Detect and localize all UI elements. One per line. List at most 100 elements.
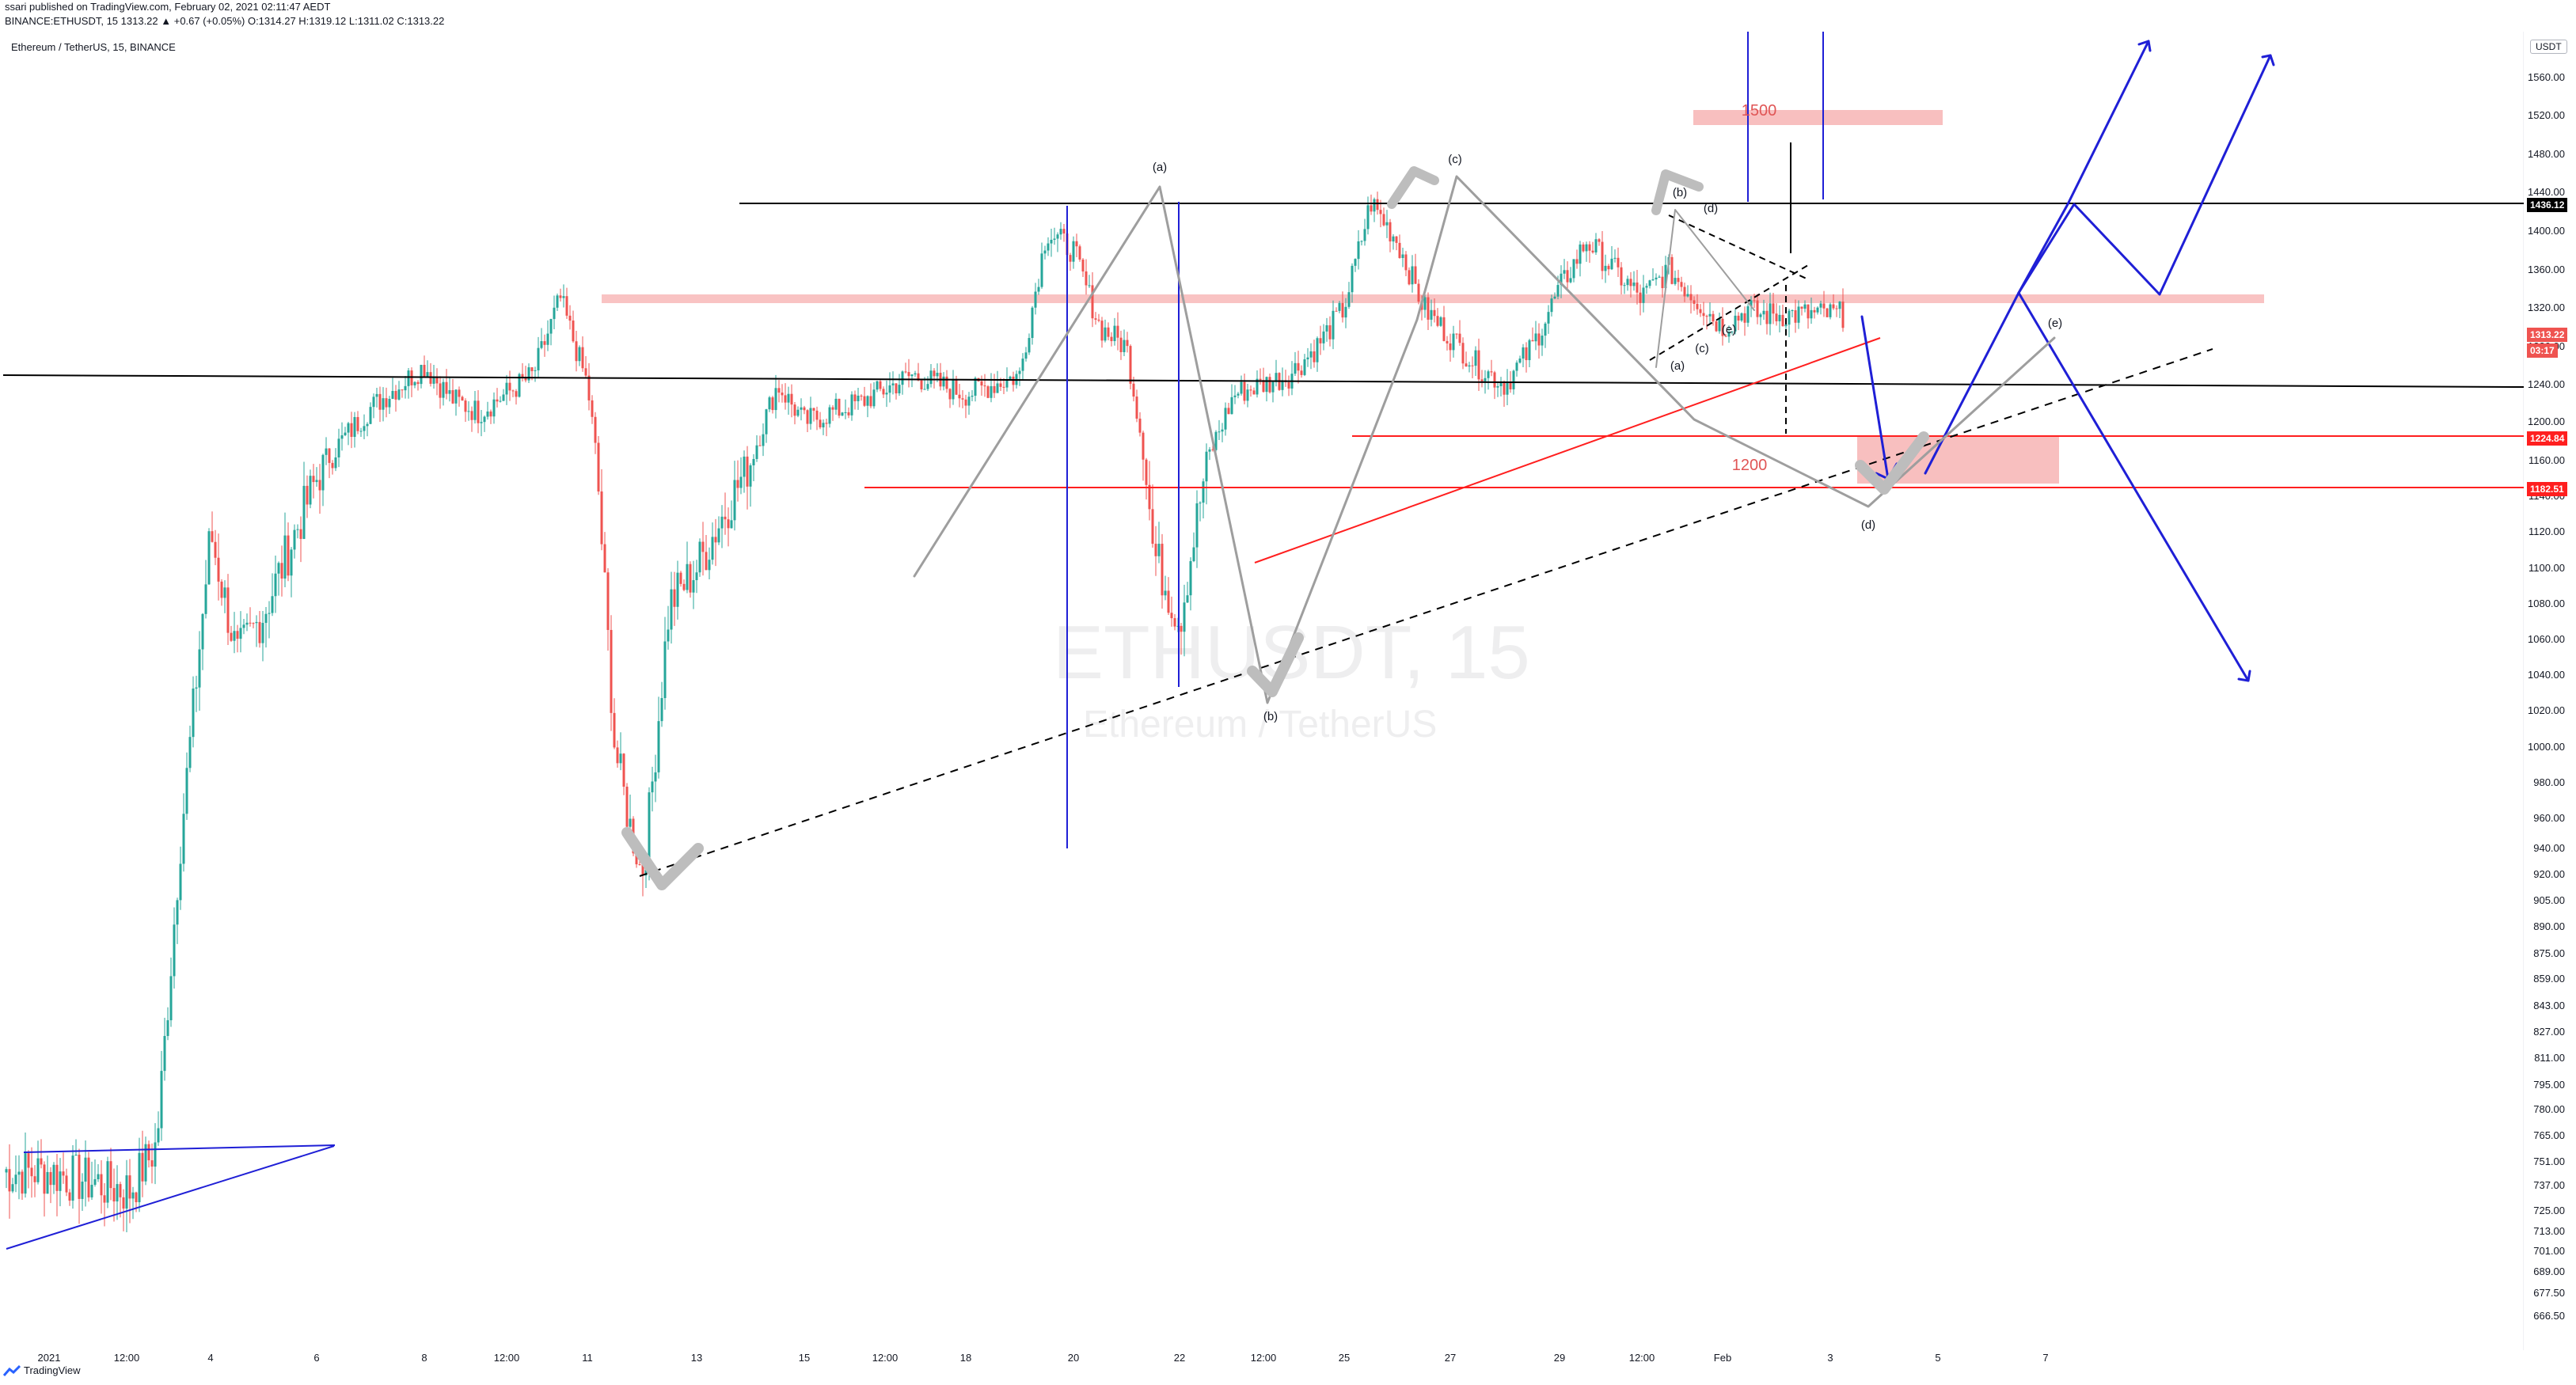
candle-body <box>822 423 825 427</box>
candle-body <box>1221 429 1224 432</box>
time-axis[interactable]: 2021 12:00 4 6 8 12:00 11 13 15 12:00 18 20 22 12:00 2… <box>0 1350 2525 1366</box>
candle-body <box>198 649 201 688</box>
candle-body <box>217 557 220 582</box>
candle-body <box>1655 277 1658 279</box>
price-chart[interactable]: (a) (b) (c) (d) (e) (b) (d) (c) (e) (a) 1500 1200 <box>3 32 2524 1350</box>
candle-body <box>220 581 223 598</box>
candle-body <box>112 1188 116 1202</box>
candle-body <box>1316 338 1319 362</box>
candle-body <box>942 376 945 387</box>
candle-body <box>1534 333 1537 342</box>
candle-body <box>1366 205 1370 230</box>
candle-body <box>866 396 869 406</box>
candle-body <box>755 445 758 459</box>
candle-body <box>524 378 527 381</box>
price-tick: 1080.00 <box>2528 598 2565 609</box>
wave-label: (a) <box>1153 161 1167 174</box>
candle-body <box>1452 333 1455 351</box>
candle-body <box>1721 318 1724 336</box>
candle-body <box>306 485 309 505</box>
candle-body <box>1838 302 1841 309</box>
candle-body <box>1778 314 1781 321</box>
candle-body <box>1737 315 1740 321</box>
candle-body <box>1081 259 1085 271</box>
candle-body <box>375 393 378 397</box>
candle-body <box>388 398 391 408</box>
price-tick: 920.00 <box>2533 868 2565 880</box>
candle-body <box>1040 253 1043 287</box>
candle-body <box>771 397 774 411</box>
candle-body <box>907 372 910 377</box>
candle-body <box>1205 451 1208 482</box>
wave-label: (b) <box>1263 710 1278 723</box>
candle-body <box>1354 259 1357 266</box>
candle-body <box>1018 370 1021 374</box>
candle-body <box>1515 362 1518 371</box>
candle-body <box>1807 304 1810 319</box>
candle-body <box>258 621 261 643</box>
candle-body <box>1417 283 1420 302</box>
candle-body <box>14 1174 17 1185</box>
candle-body <box>1455 333 1458 335</box>
candle-body <box>125 1175 128 1209</box>
price-tick: 980.00 <box>2533 776 2565 788</box>
candle-body <box>606 572 610 630</box>
candle-body <box>812 408 815 411</box>
candle-body <box>68 1192 71 1201</box>
candle-body <box>714 537 717 543</box>
candle-body <box>1458 333 1461 343</box>
wave-label: (c) <box>1695 342 1709 355</box>
candle-body <box>1433 309 1436 317</box>
candle-body <box>1477 350 1480 380</box>
candle-body <box>344 432 347 435</box>
candle-body <box>1053 238 1056 241</box>
candle-body <box>1392 236 1395 242</box>
candle-body <box>1772 303 1775 314</box>
candle-body <box>689 563 692 593</box>
candle-body <box>838 398 841 416</box>
candle-body <box>204 584 207 614</box>
candle-body <box>1107 327 1110 337</box>
currency-button[interactable]: USDT <box>2530 40 2567 54</box>
candle-body <box>207 531 211 585</box>
time-tick: 20 <box>1067 1352 1080 1364</box>
candle-body <box>1689 294 1693 301</box>
candle-body <box>983 385 986 387</box>
candle-body <box>575 341 578 362</box>
price-axis[interactable]: 1560.00 1520.00 1480.00 1440.00 1400.00 1360.… <box>2524 32 2576 1361</box>
candle-body <box>1626 279 1629 286</box>
candle-body <box>974 378 977 397</box>
candle-body <box>1727 332 1731 337</box>
candle-body <box>458 389 461 397</box>
candle-body <box>496 399 499 402</box>
candle-body <box>1718 318 1721 332</box>
candle-body <box>1262 380 1265 393</box>
candle-body <box>283 535 287 579</box>
early-wedge-lower <box>6 1145 335 1250</box>
candle-body <box>1677 278 1680 283</box>
candle-body <box>188 737 192 768</box>
candle-body <box>952 379 955 400</box>
candle-body <box>340 434 344 439</box>
candle-body <box>572 321 575 342</box>
candle-body <box>1351 265 1354 293</box>
candle-body <box>448 389 451 394</box>
candle-body <box>1484 378 1487 381</box>
candle-body <box>1142 432 1145 460</box>
candle-body <box>613 712 616 748</box>
candle-body <box>625 786 629 827</box>
candle-body <box>895 383 898 393</box>
candle-body <box>515 391 518 397</box>
candle-body <box>920 380 923 389</box>
candle-body <box>1427 297 1430 320</box>
candle-body <box>790 393 793 405</box>
candle-body <box>1202 481 1205 503</box>
candle-body <box>1756 300 1759 317</box>
candle-body <box>863 396 866 406</box>
candle-body <box>1769 303 1772 324</box>
candle-body <box>192 688 195 738</box>
candle-body <box>869 396 872 407</box>
candle-body <box>1303 359 1306 375</box>
candle-body <box>815 410 819 420</box>
candle-body <box>1328 324 1332 340</box>
